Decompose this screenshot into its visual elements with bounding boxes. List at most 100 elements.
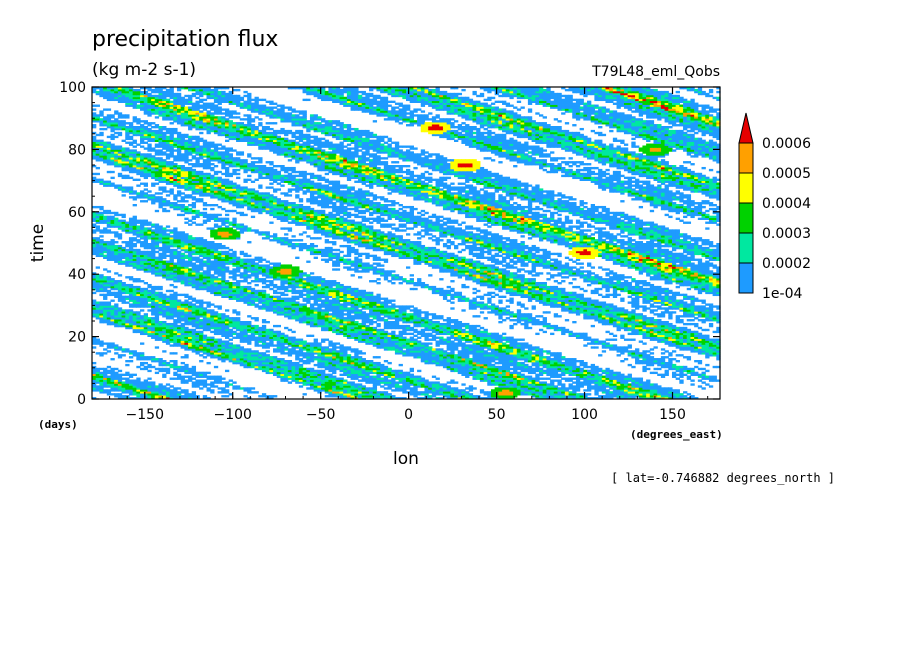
heatmap-cell [117,379,123,382]
heatmap-cell [339,321,344,324]
heatmap-cell [391,309,396,312]
heatmap-cell [550,373,555,376]
heatmap-cell [313,389,318,392]
heatmap-cell [114,385,119,388]
heatmap-cell [202,307,208,310]
heatmap-cell [228,348,233,351]
heatmap-cell [635,307,640,310]
heatmap-cell [664,373,669,376]
heatmap-cell [236,387,241,390]
heatmap-cell [468,328,474,332]
heatmap-cell [642,322,647,326]
heatmap-cell [232,356,237,359]
heatmap-cell [350,365,355,369]
heatmap-cell [490,352,496,355]
heatmap-cell [428,338,433,341]
heatmap-cell [505,373,511,376]
heatmap-cell [671,324,677,328]
heatmap-cell [561,371,566,375]
heatmap-cell [494,311,499,314]
heatmap-cell [302,367,307,371]
heatmap-cell [387,326,392,330]
heatmap-cell [716,379,721,382]
heatmap-cell [332,363,337,367]
heatmap-cell [590,313,595,316]
heatmap-cell [306,375,311,378]
heatmap-cell [232,322,237,326]
heatmap-cell [697,361,703,365]
heatmap-cell [716,342,721,345]
heatmap-cell [114,389,119,392]
heatmap-cell [383,344,389,347]
heatmap-cell [472,397,477,400]
heatmap-cell [154,397,160,400]
heatmap-cell [409,342,414,345]
heatmap-cell [487,338,492,341]
heatmap-cell [446,340,451,343]
heatmap-cell [191,328,197,332]
heatmap-cell [598,383,603,386]
heatmap-cell [136,379,141,382]
heatmap-cell [524,377,529,380]
heatmap-cell [191,334,197,337]
heatmap-cell [487,354,492,357]
heatmap-cell [649,336,655,339]
heatmap-cell [114,311,119,314]
heatmap-cell [509,338,514,341]
heatmap-cell [546,352,551,355]
heatmap-cell [136,395,141,398]
heatmap-cell [424,332,429,336]
heatmap-cell [332,348,337,351]
heatmap-cell [110,375,115,378]
heatmap-cell [380,307,385,310]
heatmap-cell [321,326,326,330]
heatmap-cell [671,373,677,376]
heatmap-cell [136,354,141,357]
heatmap-cell [446,387,451,390]
heatmap-cell [239,334,245,337]
heatmap-cell [147,385,152,388]
heatmap-cell [664,309,669,312]
heatmap-cell [224,319,230,322]
heatmap-cell [151,309,156,312]
heatmap-cell [335,313,341,316]
heatmap-cell [579,385,584,388]
heatmap-cell [553,371,559,375]
heatmap-cell [158,326,163,330]
heatmap-cell [391,336,396,339]
heatmap-cell [309,346,315,349]
heatmap-cell [701,315,706,318]
heatmap-cell [461,334,466,337]
heatmap-cell [95,305,100,308]
heatmap-cell [683,369,688,373]
heatmap-cell [239,360,245,363]
heatmap-cell [457,356,463,359]
heatmap-cell [332,387,337,390]
heatmap-cell [705,334,710,337]
heatmap-cell [306,379,311,382]
heatmap-cell [136,328,141,332]
heatmap-cell [483,360,488,363]
heatmap-cell [590,338,595,341]
heatmap-cell [339,393,344,396]
heatmap-cell [387,324,392,328]
heatmap-cell [627,344,632,347]
heatmap-cell [369,340,374,343]
heatmap-cell [317,309,322,312]
heatmap-cell [165,326,171,330]
heatmap-cell [369,360,374,363]
heatmap-cell [413,340,418,343]
heatmap-cell [657,373,662,376]
heatmap-cell [335,360,341,363]
heatmap-cell [538,348,544,351]
heatmap-cell [601,377,607,380]
heatmap-cell [502,348,507,351]
heatmap-cell [686,309,692,312]
heatmap-cell [273,336,278,339]
heatmap-cell [125,360,130,363]
heatmap-cell [568,363,573,367]
heatmap-cell [284,360,289,363]
heatmap-cell [143,358,149,361]
heatmap-cell [612,393,618,396]
heatmap-cell [513,342,518,345]
